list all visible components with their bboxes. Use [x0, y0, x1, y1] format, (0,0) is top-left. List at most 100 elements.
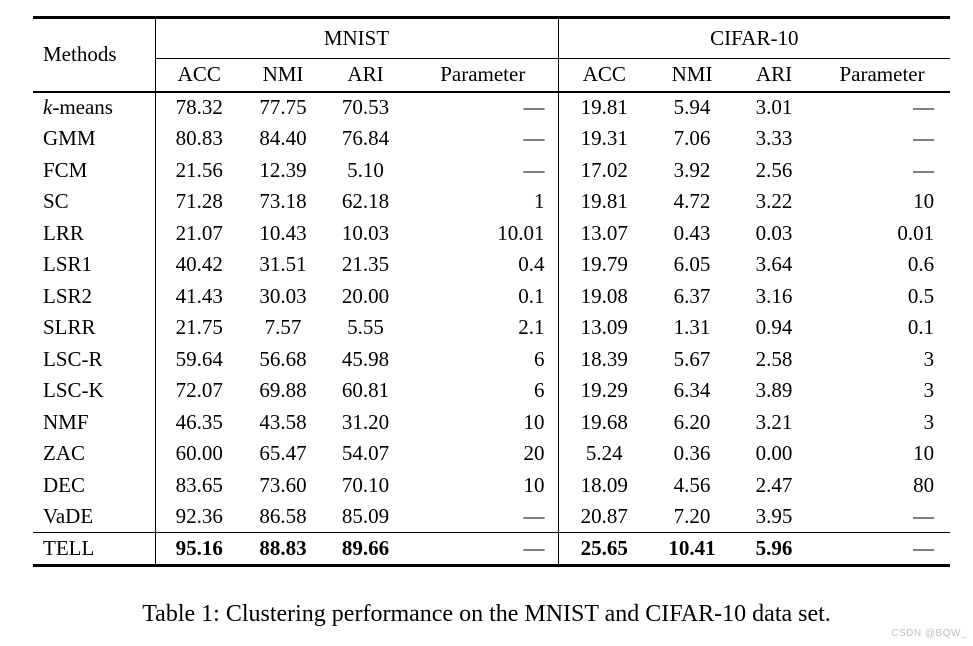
table-cell: 0.01 — [897, 220, 935, 245]
table-cell: 0.1 — [408, 280, 559, 312]
table-cell: 0.43 — [673, 220, 711, 245]
table-cell: — — [814, 532, 951, 566]
table-cell: 95.16 — [155, 532, 243, 566]
method-name-cell: LSC-K — [33, 375, 156, 407]
group-header-mnist: MNIST — [155, 17, 559, 59]
table-row: VaDE 92.36 86.58 85.09 — 20.87 7.20 3.95… — [33, 501, 950, 533]
table-cell: 20 — [408, 438, 559, 470]
table-cell: 41.43 — [175, 283, 223, 308]
col-header-cifar-acc: ACC — [558, 58, 651, 93]
table-cell: 77.75 — [259, 95, 307, 120]
table-cell: 0.4 — [408, 249, 559, 281]
table-cell: 76.84 — [341, 126, 390, 151]
table-row: LRR 21.07 10.43 10.03 10.01 13.07 0.43 0… — [33, 217, 950, 249]
table-row: LSC-R 59.64 56.68 45.98 6 18.39 5.67 2.5… — [33, 343, 950, 375]
col-header-methods: Methods — [33, 17, 156, 93]
method-name-cell: FCM — [33, 154, 156, 186]
table-row-tell-highlight: TELL 95.16 88.83 89.66 — 25.65 10.41 5.9… — [33, 532, 951, 566]
table-cell: 21.56 — [175, 157, 223, 182]
table-cell: 40.42 — [175, 252, 223, 277]
table-row: SLRR 21.75 7.57 5.55 2.1 13.09 1.31 0.94… — [33, 312, 950, 344]
table-cell: 21.35 — [341, 252, 390, 277]
method-name-cell: NMF — [33, 406, 156, 438]
table-cell: 5.55 — [347, 315, 384, 340]
table-cell: 73.60 — [259, 472, 307, 497]
table-cell: 3.22 — [755, 189, 793, 214]
table-cell: 73.18 — [259, 189, 307, 214]
table-cell: 18.09 — [580, 472, 628, 497]
table-cell: 3.92 — [673, 157, 711, 182]
table-cell: 31.51 — [259, 252, 307, 277]
table-cell: 17.02 — [580, 157, 628, 182]
table-cell: 3 — [923, 346, 935, 371]
table-cell: 21.07 — [175, 220, 223, 245]
table-cell: 19.79 — [580, 252, 628, 277]
table-cell: 65.47 — [259, 441, 307, 466]
table-cell: — — [913, 126, 935, 151]
table-cell: 2.56 — [755, 157, 793, 182]
table-caption: Table 1: Clustering performance on the M… — [142, 601, 831, 627]
table-cell: 6.05 — [673, 252, 711, 277]
table-cell: 7.06 — [673, 126, 711, 151]
table-row: DEC 83.65 73.60 70.10 10 18.09 4.56 2.47… — [33, 469, 950, 501]
table-cell: 5.67 — [673, 346, 711, 371]
table-cell: 13.07 — [580, 220, 628, 245]
table-cell: 31.20 — [341, 409, 390, 434]
method-name-cell: LRR — [33, 217, 156, 249]
table-cell: 5.96 — [734, 532, 815, 566]
table-cell: 80 — [913, 472, 935, 497]
table-cell: — — [408, 154, 559, 186]
table-cell: 3.89 — [755, 378, 793, 403]
table-cell: 6.34 — [673, 378, 711, 403]
table-cell: 0.94 — [755, 315, 793, 340]
table-cell: 83.65 — [175, 472, 223, 497]
table-cell: — — [913, 95, 935, 120]
table-cell: 10.41 — [650, 532, 735, 566]
table-cell: 0.00 — [755, 441, 793, 466]
table-cell: — — [913, 157, 935, 182]
table-cell: 10.03 — [341, 220, 390, 245]
table-cell: 4.56 — [673, 472, 711, 497]
table-cell: 5.94 — [673, 95, 711, 120]
table-cell: 0.1 — [907, 315, 935, 340]
col-header-cifar-ari: ARI — [734, 58, 815, 93]
table-cell: 43.58 — [259, 409, 307, 434]
table-cell: 0.5 — [907, 283, 935, 308]
table-cell: 92.36 — [175, 504, 223, 528]
table-cell: 88.83 — [243, 532, 323, 566]
table-cell: 70.53 — [341, 95, 390, 120]
table-cell: 3 — [923, 409, 935, 434]
table-cell: 2.1 — [408, 312, 559, 344]
table-cell: 60.00 — [175, 441, 223, 466]
col-header-cifar-nmi: NMI — [650, 58, 735, 93]
results-table-wrap: Methods MNIST CIFAR-10 ACC NMI ARI Param… — [33, 16, 951, 567]
method-name-cell: LSR2 — [33, 280, 156, 312]
table-cell: 6.20 — [673, 409, 711, 434]
table-cell: 10 — [913, 441, 935, 466]
table-cell: 80.83 — [175, 126, 223, 151]
table-cell: 7.57 — [264, 315, 302, 340]
table-cell: 19.81 — [580, 95, 628, 120]
method-name-cell: TELL — [33, 532, 156, 566]
watermark: CSDN @BQW_ — [891, 628, 967, 639]
table-cell: 3.16 — [755, 283, 793, 308]
results-table: Methods MNIST CIFAR-10 ACC NMI ARI Param… — [33, 16, 951, 567]
table-cell: 18.39 — [580, 346, 628, 371]
table-cell: 4.72 — [673, 189, 711, 214]
col-header-cifar-parameter: Parameter — [814, 58, 951, 93]
col-header-mnist-acc: ACC — [155, 58, 243, 93]
method-name-cell: VaDE — [33, 501, 156, 533]
table-cell: 10 — [913, 189, 935, 214]
table-cell: 19.68 — [580, 409, 628, 434]
table-row: NMF 46.35 43.58 31.20 10 19.68 6.20 3.21… — [33, 406, 950, 438]
table-cell: 3.33 — [755, 126, 793, 151]
table-row: k-means 78.32 77.75 70.53 — 19.81 5.94 3… — [33, 91, 950, 123]
col-header-mnist-nmi: NMI — [243, 58, 323, 93]
table-cell: 0.6 — [907, 252, 935, 277]
method-name-cell: DEC — [33, 469, 156, 501]
table-cell: 6 — [408, 375, 559, 407]
table-cell: 62.18 — [341, 189, 390, 214]
table-cell: — — [408, 123, 559, 155]
table-cell: 46.35 — [175, 409, 223, 434]
table-row: FCM 21.56 12.39 5.10 — 17.02 3.92 2.56 — — [33, 154, 950, 186]
